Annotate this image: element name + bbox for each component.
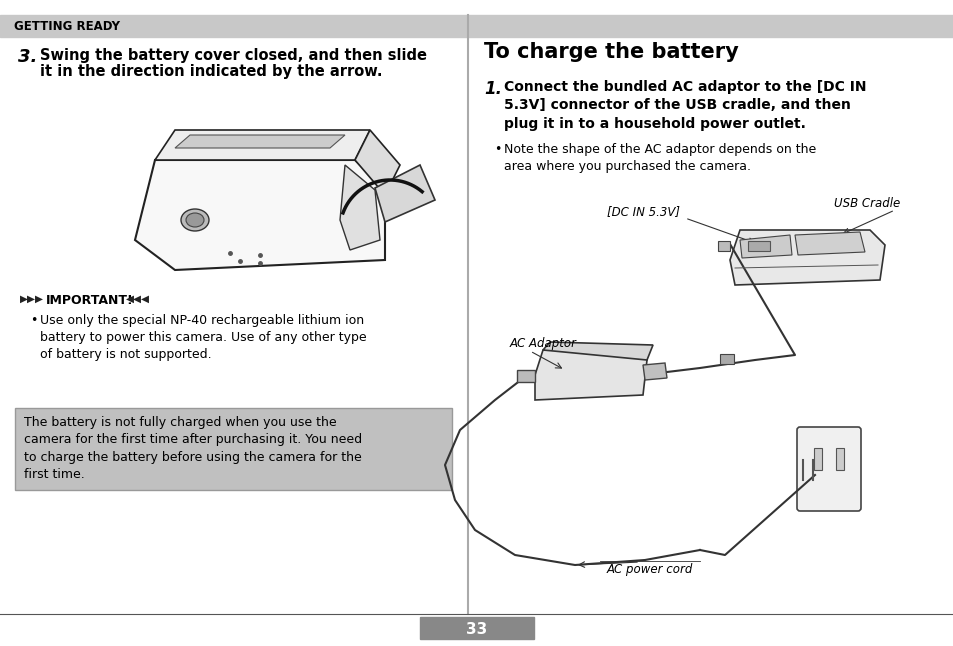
Polygon shape <box>135 160 385 270</box>
Text: To charge the battery: To charge the battery <box>483 42 738 62</box>
Polygon shape <box>535 350 646 400</box>
Polygon shape <box>729 230 884 285</box>
Bar <box>718 241 729 251</box>
Bar <box>747 241 769 251</box>
Polygon shape <box>339 165 379 250</box>
Text: ◀◀◀: ◀◀◀ <box>126 294 150 304</box>
Text: 3.: 3. <box>18 48 37 66</box>
Polygon shape <box>375 165 435 222</box>
Text: USB Cradle: USB Cradle <box>833 197 899 210</box>
Text: Note the shape of the AC adaptor depends on the
area where you purchased the cam: Note the shape of the AC adaptor depends… <box>503 143 816 173</box>
Ellipse shape <box>181 209 209 231</box>
Polygon shape <box>355 130 399 195</box>
Polygon shape <box>642 363 666 380</box>
Polygon shape <box>517 370 535 382</box>
Polygon shape <box>542 342 652 360</box>
Text: AC Adaptor: AC Adaptor <box>510 337 577 350</box>
Text: it in the direction indicated by the arrow.: it in the direction indicated by the arr… <box>40 64 382 79</box>
Text: ▶▶▶: ▶▶▶ <box>20 294 44 304</box>
Text: Use only the special NP-40 rechargeable lithium ion
battery to power this camera: Use only the special NP-40 rechargeable … <box>40 314 366 361</box>
Bar <box>835 448 843 470</box>
Text: •: • <box>494 143 501 156</box>
Text: GETTING READY: GETTING READY <box>14 19 120 32</box>
Text: Swing the battery cover closed, and then slide: Swing the battery cover closed, and then… <box>40 48 427 63</box>
FancyBboxPatch shape <box>796 427 861 511</box>
FancyBboxPatch shape <box>15 408 452 490</box>
Text: [DC IN 5.3V]: [DC IN 5.3V] <box>606 205 679 218</box>
Bar <box>813 448 821 470</box>
Bar <box>419 617 534 639</box>
Text: IMPORTANT!: IMPORTANT! <box>46 294 133 307</box>
Polygon shape <box>154 130 370 160</box>
Polygon shape <box>174 135 345 148</box>
Text: AC power cord: AC power cord <box>606 563 693 576</box>
Polygon shape <box>740 235 791 258</box>
Text: Connect the bundled AC adaptor to the [DC IN
5.3V] connector of the USB cradle, : Connect the bundled AC adaptor to the [D… <box>503 80 865 130</box>
Polygon shape <box>794 232 864 255</box>
Bar <box>0 15 953 37</box>
Text: 1.: 1. <box>483 80 501 98</box>
Bar <box>720 354 733 364</box>
Text: The battery is not fully charged when you use the
camera for the first time afte: The battery is not fully charged when yo… <box>24 416 362 481</box>
Text: 33: 33 <box>466 621 487 636</box>
Ellipse shape <box>186 213 204 227</box>
Text: •: • <box>30 314 37 327</box>
